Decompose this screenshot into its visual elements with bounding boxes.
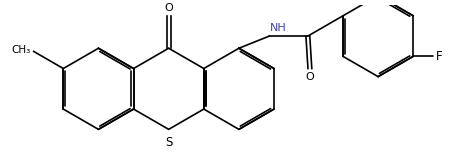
Text: O: O: [164, 3, 173, 13]
Text: CH₃: CH₃: [11, 45, 31, 55]
Text: O: O: [306, 72, 314, 82]
Text: F: F: [436, 50, 442, 63]
Text: S: S: [165, 136, 173, 149]
Text: NH: NH: [270, 23, 287, 33]
